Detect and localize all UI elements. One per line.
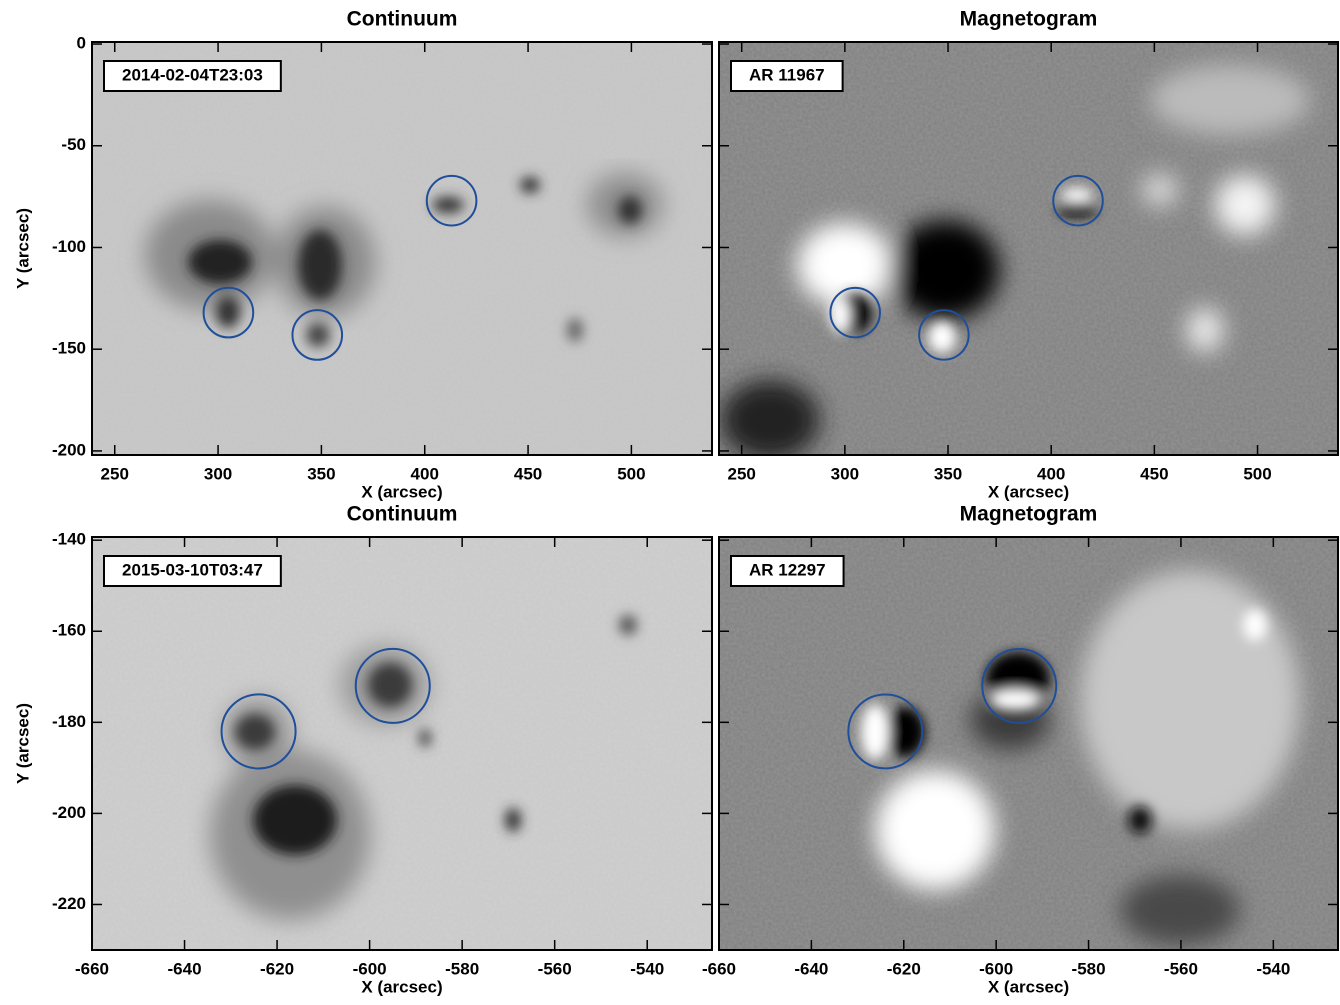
x-tick-label: -580 xyxy=(1072,959,1106,978)
continuum-image xyxy=(92,42,712,455)
y-tick-label: -50 xyxy=(61,135,86,154)
y-tick-label: -180 xyxy=(52,712,86,731)
x-tick-label: -540 xyxy=(1256,959,1290,978)
x-tick-label: 500 xyxy=(617,464,645,483)
x-tick-label: -620 xyxy=(260,959,294,978)
y-tick-label: -100 xyxy=(52,237,86,256)
x-tick-label: 350 xyxy=(934,464,962,483)
x-axis-label: X (arcsec) xyxy=(988,482,1069,501)
x-tick-label: 300 xyxy=(204,464,232,483)
x-tick-label: 500 xyxy=(1243,464,1271,483)
x-tick-label: -580 xyxy=(445,959,479,978)
x-tick-label: -660 xyxy=(75,959,109,978)
panel-label: 2014-02-04T23:03 xyxy=(122,65,263,84)
continuum-image xyxy=(92,537,712,950)
y-tick-label: -140 xyxy=(52,530,86,549)
magnetogram-image xyxy=(719,537,1338,950)
x-tick-label: 450 xyxy=(514,464,542,483)
x-tick-label: 250 xyxy=(728,464,756,483)
x-tick-label: -540 xyxy=(630,959,664,978)
panel-title: Magnetogram xyxy=(960,503,1098,526)
x-axis-label: X (arcsec) xyxy=(988,977,1069,996)
x-tick-label: 450 xyxy=(1140,464,1168,483)
x-tick-label: -600 xyxy=(979,959,1013,978)
x-tick-label: -560 xyxy=(538,959,572,978)
x-tick-label: -640 xyxy=(168,959,202,978)
x-tick-label: -620 xyxy=(887,959,921,978)
figure: Continuum 250 300 350 400 450 500 0 -50 -100 -150 -… xyxy=(0,0,1340,1005)
y-tick-label: -220 xyxy=(52,894,86,913)
x-tick-label: -560 xyxy=(1164,959,1198,978)
x-axis-label: X (arcsec) xyxy=(361,482,442,501)
panel-label: AR 11967 xyxy=(749,65,825,84)
y-tick-label: -200 xyxy=(52,440,86,459)
panel-title: Magnetogram xyxy=(960,8,1098,31)
x-tick-label: 400 xyxy=(1037,464,1065,483)
panel-label: AR 12297 xyxy=(749,560,826,579)
y-axis-label: Y (arcsec) xyxy=(13,208,32,289)
x-tick-label: -640 xyxy=(794,959,828,978)
x-tick-label: -600 xyxy=(353,959,387,978)
x-tick-label: -660 xyxy=(702,959,736,978)
y-tick-label: -200 xyxy=(52,803,86,822)
y-tick-label: -160 xyxy=(52,621,86,640)
panel-label: 2015-03-10T03:47 xyxy=(122,560,263,579)
x-axis-label: X (arcsec) xyxy=(361,977,442,996)
y-axis-label: Y (arcsec) xyxy=(13,703,32,784)
panel-title: Continuum xyxy=(347,8,458,31)
x-tick-label: 250 xyxy=(101,464,129,483)
magnetogram-image xyxy=(719,42,1338,460)
panel-title: Continuum xyxy=(347,503,458,526)
x-tick-label: 400 xyxy=(411,464,439,483)
x-tick-label: 350 xyxy=(307,464,335,483)
y-tick-label: -150 xyxy=(52,339,86,358)
x-tick-label: 300 xyxy=(831,464,859,483)
y-tick-label: 0 xyxy=(77,34,86,53)
